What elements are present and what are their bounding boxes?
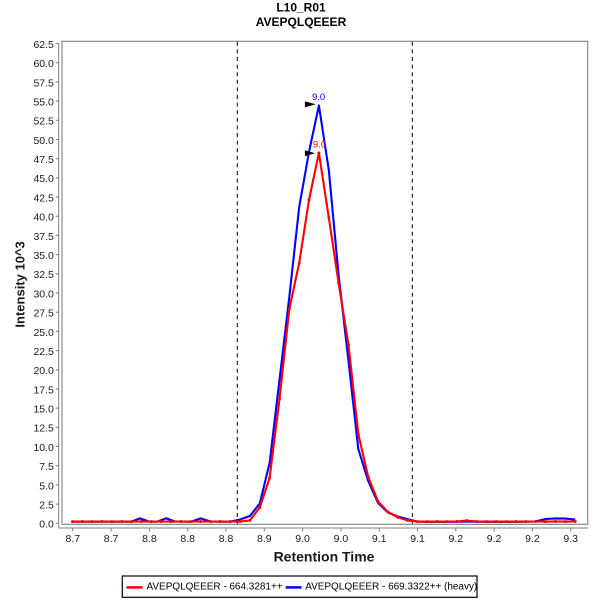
svg-text:Retention Time: Retention Time (274, 549, 375, 565)
svg-text:9.1: 9.1 (410, 533, 425, 545)
svg-text:Intensity 10^3: Intensity 10^3 (13, 241, 28, 327)
svg-text:57.5: 57.5 (33, 77, 54, 89)
svg-text:9.2: 9.2 (487, 533, 502, 545)
svg-text:5.0: 5.0 (39, 480, 54, 492)
svg-text:L10_R01: L10_R01 (276, 1, 326, 15)
svg-text:8.7: 8.7 (65, 533, 80, 545)
svg-text:42.5: 42.5 (33, 192, 54, 204)
svg-text:0.0: 0.0 (39, 519, 54, 531)
svg-text:9.2: 9.2 (525, 533, 540, 545)
svg-text:45.0: 45.0 (33, 173, 54, 185)
svg-text:AVEPQLQEEER - 669.3322++ (heav: AVEPQLQEEER - 669.3322++ (heavy) (305, 582, 477, 593)
svg-text:9.0: 9.0 (313, 140, 326, 151)
svg-text:8.8: 8.8 (219, 533, 234, 545)
svg-text:9.0: 9.0 (334, 533, 349, 545)
svg-text:7.5: 7.5 (39, 461, 54, 473)
svg-text:62.5: 62.5 (33, 39, 54, 51)
svg-text:AVEPQLQEEER: AVEPQLQEEER (256, 15, 347, 29)
svg-text:22.5: 22.5 (33, 346, 54, 358)
svg-text:35.0: 35.0 (33, 250, 54, 262)
svg-text:20.0: 20.0 (33, 365, 54, 377)
svg-text:47.5: 47.5 (33, 154, 54, 166)
svg-text:2.5: 2.5 (39, 500, 54, 512)
svg-text:9.0: 9.0 (312, 92, 325, 103)
svg-text:10.0: 10.0 (33, 442, 54, 454)
svg-text:9.2: 9.2 (448, 533, 463, 545)
svg-text:52.5: 52.5 (33, 116, 54, 128)
svg-text:32.5: 32.5 (33, 269, 54, 281)
svg-text:55.0: 55.0 (33, 97, 54, 109)
svg-text:37.5: 37.5 (33, 231, 54, 243)
svg-text:AVEPQLQEEER - 664.3281++: AVEPQLQEEER - 664.3281++ (147, 582, 283, 593)
svg-text:17.5: 17.5 (33, 384, 54, 396)
svg-text:15.0: 15.0 (33, 404, 54, 416)
svg-text:30.0: 30.0 (33, 288, 54, 300)
svg-text:8.7: 8.7 (104, 533, 119, 545)
svg-text:40.0: 40.0 (33, 212, 54, 224)
svg-text:9.1: 9.1 (372, 533, 387, 545)
svg-text:25.0: 25.0 (33, 327, 54, 339)
svg-text:50.0: 50.0 (33, 135, 54, 147)
svg-text:8.8: 8.8 (180, 533, 195, 545)
svg-text:9.3: 9.3 (563, 533, 578, 545)
svg-text:60.0: 60.0 (33, 58, 54, 70)
svg-text:8.9: 8.9 (257, 533, 272, 545)
svg-text:12.5: 12.5 (33, 423, 54, 435)
svg-text:27.5: 27.5 (33, 308, 54, 320)
svg-text:9.0: 9.0 (295, 533, 310, 545)
svg-text:8.8: 8.8 (142, 533, 157, 545)
